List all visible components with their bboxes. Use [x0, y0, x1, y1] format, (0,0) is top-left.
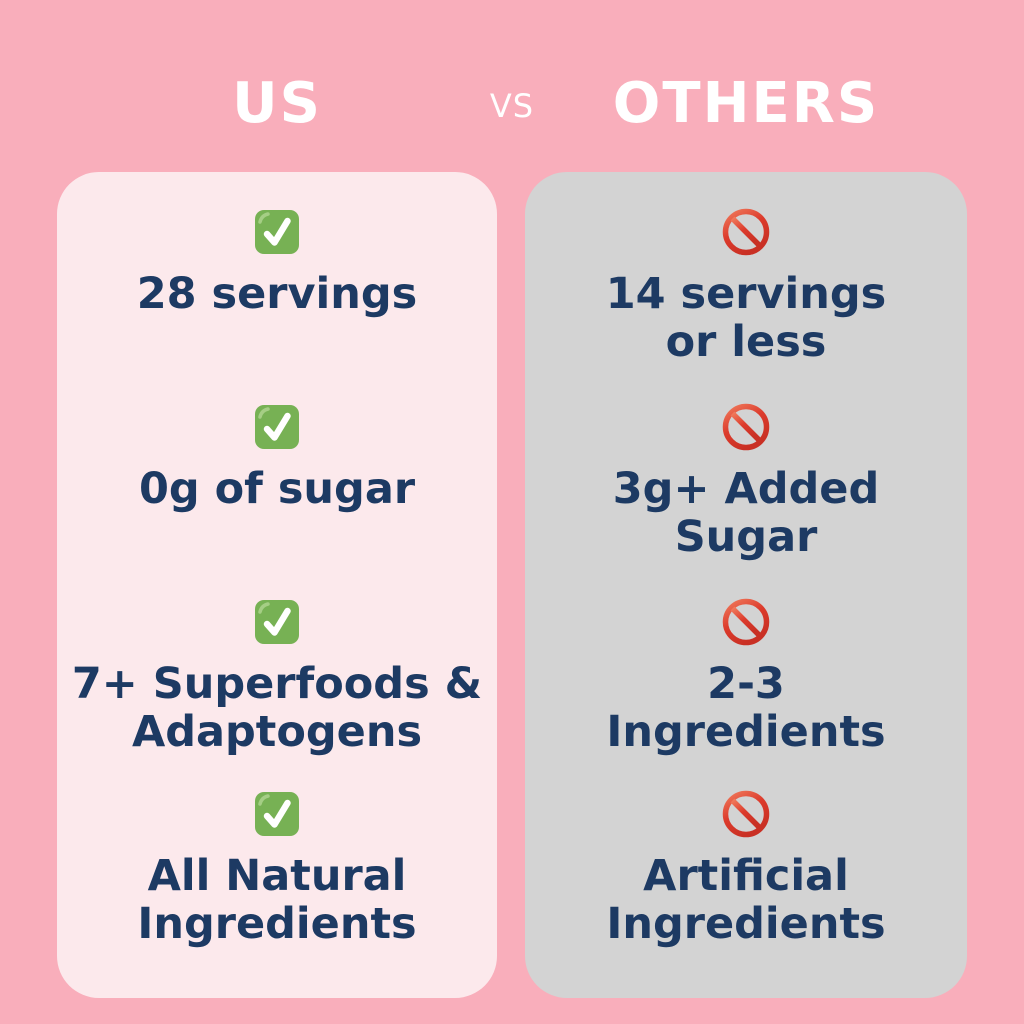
vs-label: VS — [489, 87, 535, 125]
item-label: Artificial — [643, 851, 849, 901]
item-label: Sugar — [674, 512, 818, 562]
comparison-item: 7+ Superfoods & Adaptogens — [57, 596, 497, 756]
no-entry-icon — [720, 401, 772, 453]
item-label: 3g+ Added — [612, 464, 880, 514]
no-entry-icon — [720, 596, 772, 648]
item-label: All Natural — [147, 851, 407, 901]
item-label: 14 servings — [605, 269, 887, 319]
check-icon — [254, 596, 300, 648]
us-column-title: US — [232, 71, 322, 136]
comparison-item: 0g of sugar — [57, 401, 497, 513]
check-icon — [254, 788, 300, 840]
comparison-item: 2-3 Ingredients — [525, 596, 967, 756]
item-label: Ingredients — [606, 899, 886, 949]
others-column-title: OTHERS — [612, 71, 880, 136]
item-label: 7+ Superfoods & — [71, 659, 483, 709]
item-label: Adaptogens — [131, 707, 423, 757]
check-icon — [254, 206, 300, 258]
no-entry-icon — [720, 206, 772, 258]
comparison-item: 14 servings or less — [525, 206, 967, 366]
item-label: Ingredients — [137, 899, 417, 949]
comparison-item: Artificial Ingredients — [525, 788, 967, 948]
comparison-item: 28 servings — [57, 206, 497, 318]
us-panel: 28 servings 0g of sugar 7+ Superfoods & … — [57, 172, 497, 998]
item-label: 0g of sugar — [138, 464, 416, 514]
comparison-item: 3g+ Added Sugar — [525, 401, 967, 561]
item-label: 2-3 — [707, 659, 785, 709]
no-entry-icon — [720, 788, 772, 840]
item-label: or less — [665, 317, 827, 367]
others-panel: 14 servings or less 3g+ Added Sugar 2-3 … — [525, 172, 967, 998]
item-label: 28 servings — [136, 269, 418, 319]
item-label: Ingredients — [606, 707, 886, 757]
comparison-item: All Natural Ingredients — [57, 788, 497, 948]
check-icon — [254, 401, 300, 453]
